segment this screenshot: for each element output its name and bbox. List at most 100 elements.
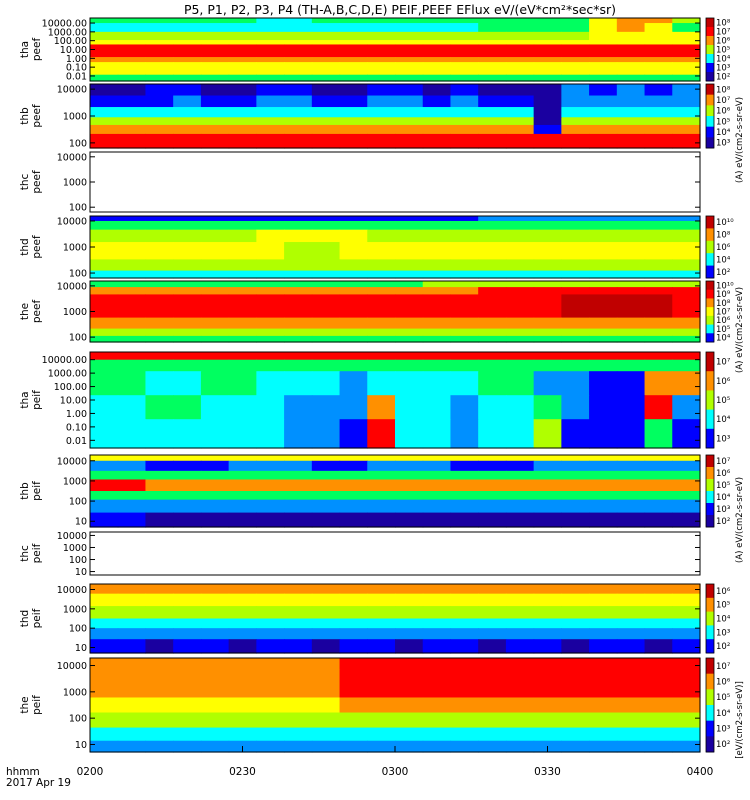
heatmap-cell <box>339 281 368 288</box>
heatmap-cell <box>228 479 257 492</box>
y-tick-label: 10000 <box>57 661 87 672</box>
heatmap-cell <box>672 512 701 528</box>
heatmap-cell <box>90 359 119 372</box>
heatmap-cell <box>367 491 396 501</box>
heatmap-cell <box>339 294 368 319</box>
heatmap-cell <box>616 628 646 640</box>
colorbar-frame <box>705 215 715 279</box>
heatmap-cell <box>505 40 535 46</box>
heatmap-cell <box>644 74 673 82</box>
heatmap-cell <box>589 74 618 82</box>
heatmap-cell <box>478 479 507 492</box>
heatmap-cell <box>173 727 202 742</box>
heatmap-cell <box>200 371 230 396</box>
heatmap-cell <box>672 229 701 243</box>
heatmap-cell <box>589 107 618 118</box>
heatmap-cell <box>616 512 646 528</box>
heatmap-cell <box>616 455 646 462</box>
heatmap-cell <box>561 512 590 528</box>
heatmap-cell <box>90 618 119 629</box>
heatmap-cell <box>284 470 313 481</box>
heatmap-cell <box>672 124 701 135</box>
heatmap-cell <box>533 727 562 742</box>
heatmap-cell <box>173 74 202 82</box>
heatmap-cell <box>450 23 479 33</box>
heatmap-cell <box>422 229 452 243</box>
heatmap-cell <box>228 107 257 118</box>
y-tick-label: 10000 <box>57 216 87 227</box>
heatmap-cell <box>616 371 646 396</box>
heatmap-cell <box>200 359 230 372</box>
heatmap-cell <box>422 23 452 33</box>
heatmap-cell <box>311 359 341 372</box>
heatmap-cell <box>561 359 590 372</box>
colorbar-tick-label: 10⁷ <box>716 96 731 106</box>
heatmap-cell <box>478 328 507 337</box>
heatmap-cell <box>395 259 424 272</box>
colorbar-tick-label: 10⁶ <box>716 243 731 253</box>
heatmap-cell <box>256 18 285 24</box>
heatmap-cell <box>644 658 673 670</box>
colorbar-tick-label: 10⁴ <box>716 415 731 425</box>
heatmap-cell <box>478 639 507 654</box>
panel-label-probe: thb <box>19 482 31 500</box>
heatmap-cell <box>478 618 507 629</box>
colorbar-segment <box>706 281 714 291</box>
heatmap-cell <box>200 593 230 607</box>
heatmap-cell <box>284 270 313 279</box>
heatmap-cell <box>589 31 618 41</box>
heatmap-cell <box>395 281 424 288</box>
heatmap-cell <box>256 107 285 118</box>
heatmap-cell <box>505 669 535 699</box>
panel-label-probe: tha <box>19 391 31 408</box>
heatmap-cell <box>90 479 119 492</box>
heatmap-cell <box>589 117 618 126</box>
heatmap-cell <box>339 95 368 108</box>
heatmap-cell <box>478 628 507 640</box>
y-tick-label: 10 <box>75 517 87 528</box>
heatmap-cell <box>533 335 562 343</box>
heatmap-cell <box>589 491 618 501</box>
heatmap-cell <box>422 216 452 222</box>
heatmap-cell <box>395 359 424 372</box>
heatmap-cell <box>450 395 479 420</box>
heatmap-cell <box>616 117 646 126</box>
heatmap-cell <box>450 40 479 46</box>
heatmap-cell <box>90 23 119 33</box>
heatmap-cell <box>644 512 673 528</box>
heatmap-cell <box>672 740 701 753</box>
heatmap-cell <box>173 124 202 135</box>
heatmap-cell <box>561 44 590 58</box>
heatmap-cell <box>90 216 119 222</box>
heatmap-cell <box>533 74 562 82</box>
heatmap-cell <box>672 328 701 337</box>
heatmap-cell <box>561 618 590 629</box>
heatmap-cell <box>561 479 590 492</box>
heatmap-cell <box>505 419 535 449</box>
time-axis-label: hhmm <box>6 766 40 778</box>
heatmap-cell <box>117 57 147 63</box>
heatmap-cell <box>672 618 701 629</box>
heatmap-cell <box>505 618 535 629</box>
heatmap-cell <box>311 460 341 472</box>
x-tick-label: 0330 <box>534 766 561 778</box>
heatmap-cell <box>256 294 285 319</box>
heatmap-cell <box>616 57 646 63</box>
heatmap-cell <box>533 220 562 231</box>
heatmap-cell <box>256 419 285 449</box>
heatmap-cell <box>616 499 646 514</box>
y-tick-label: 10 <box>75 643 87 654</box>
heatmap-cell <box>367 352 396 361</box>
heatmap-cell <box>450 74 479 82</box>
heatmap-cell <box>505 23 535 33</box>
heatmap-cell <box>395 317 424 330</box>
heatmap-cell <box>589 220 618 231</box>
heatmap-cell <box>145 593 174 607</box>
colorbar-tick-label: 10² <box>716 517 730 527</box>
heatmap-cell <box>339 395 368 420</box>
heatmap-cell <box>173 335 202 343</box>
heatmap-cell <box>284 479 313 492</box>
panel-thd-peif: 10000 1000 100 10 thd peif 10⁶ 10⁵ 10⁴ 10³ 10² <box>19 583 731 654</box>
colorbar-frame <box>705 83 715 149</box>
